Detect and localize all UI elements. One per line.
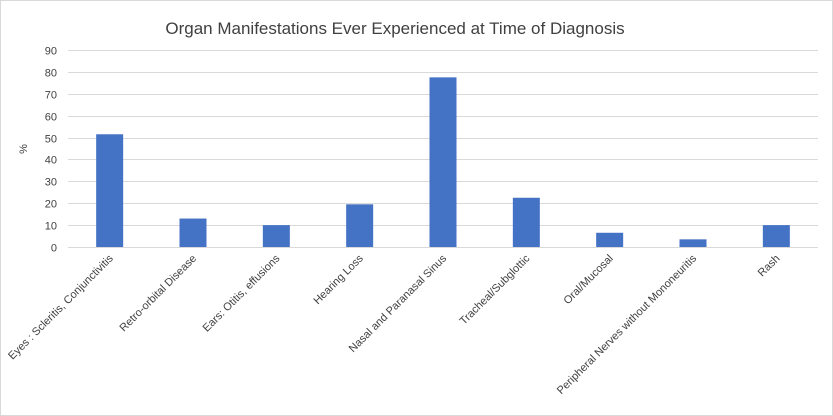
x-category-label: Nasal and Paranasal Sinus [347,252,450,355]
chart-title: Organ Manifestations Ever Experienced at… [165,19,624,38]
bars [96,77,790,247]
bar [679,239,707,247]
bar [96,134,124,247]
x-category-label: Peripheral Nerves without Mononeuritis [555,252,700,397]
bar [262,225,290,247]
y-axis-ticks: 0 10 20 30 40 50 60 70 80 90 [45,46,57,255]
y-tick-label: 0 [51,243,57,255]
bar [429,77,457,247]
bar [512,197,540,247]
y-tick-label: 60 [45,112,57,124]
x-category-label: Hearing Loss [311,252,366,307]
x-category-label: Ears: Otitis, effusions [201,252,283,334]
x-category-label: Retro-orbital Disease [118,253,200,335]
x-category-label: Oral/Mucosal [561,253,615,307]
bar [346,204,374,247]
y-tick-label: 90 [45,46,57,58]
y-tick-label: 20 [45,199,57,211]
x-axis-categories: Eyes : Scleritis, Conjunctivitis Retro-or… [6,252,782,397]
bar [762,225,790,247]
y-tick-label: 10 [45,221,57,233]
bar [596,232,624,247]
bar [179,218,207,247]
x-category-label: Tracheal/Subglottic [458,252,533,327]
x-category-label: Rash [756,253,783,280]
y-tick-label: 80 [45,68,57,80]
y-tick-label: 50 [45,134,57,146]
y-tick-label: 70 [45,90,57,102]
x-category-label: Eyes : Scleritis, Conjunctivitis [6,252,116,362]
y-axis-label: % [18,144,30,154]
y-tick-label: 40 [45,155,57,167]
y-tick-label: 30 [45,177,57,189]
